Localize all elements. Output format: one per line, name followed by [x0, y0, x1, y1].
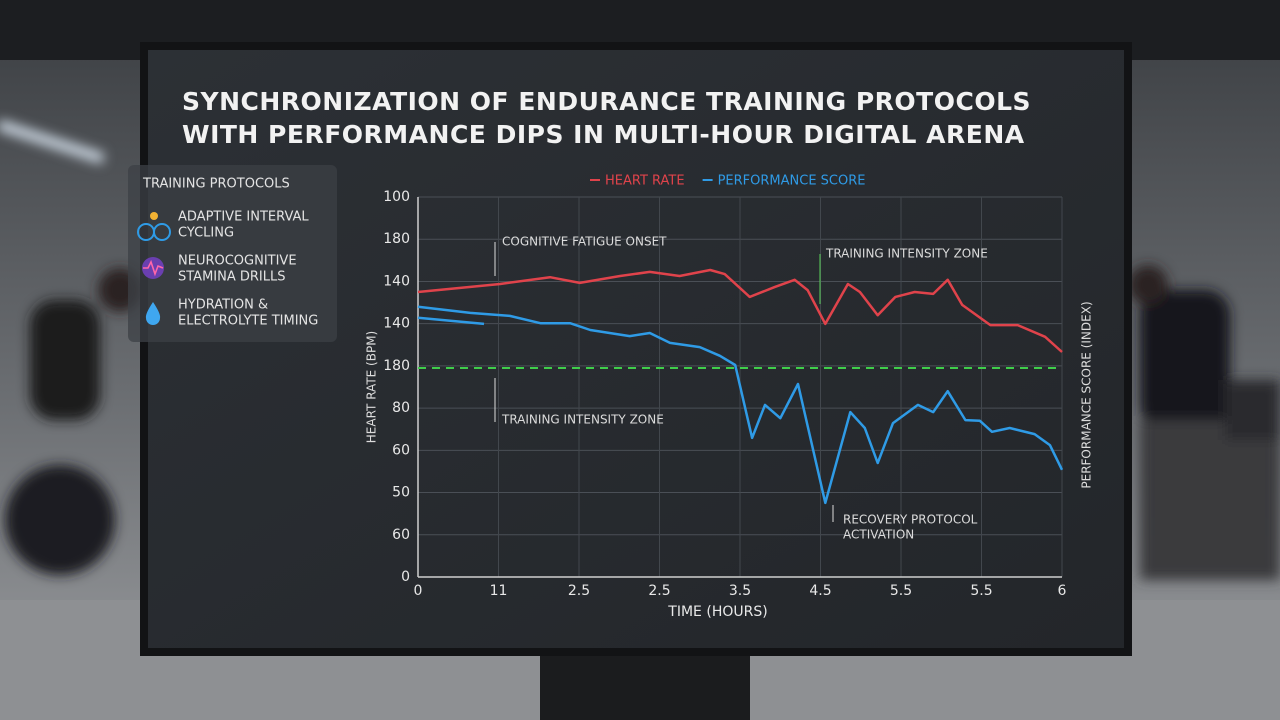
y-tick-label: 180 — [383, 358, 410, 374]
sidebar-title: TRAINING PROTOCOLS — [142, 177, 290, 192]
annotation: TRAINING INTENSITY ZONE — [501, 413, 664, 427]
y-tick-label: 50 — [392, 485, 410, 501]
gym-background — [0, 119, 1280, 580]
x-tick-label: 2.5 — [568, 583, 590, 599]
annotation: ACTIVATION — [843, 528, 914, 542]
x-tick-label: 5.5 — [890, 583, 912, 599]
x-tick-label: 4.5 — [809, 583, 831, 599]
data-line — [417, 268, 1063, 353]
x-axis-title: TIME (HOURS) — [667, 604, 767, 620]
annotation: TRAINING INTENSITY ZONE — [825, 247, 988, 261]
chart-title: SYNCHRONIZATION OF ENDURANCE TRAINING PR… — [182, 87, 1031, 116]
y-tick-label: 60 — [392, 442, 410, 458]
x-tick-label: 3.5 — [729, 583, 751, 599]
protocol-label: NEUROCOGNITIVE — [178, 254, 297, 269]
x-tick-label: 0 — [414, 583, 423, 599]
legend-label: HEART RATE — [605, 174, 685, 189]
x-tick-label: 6 — [1058, 583, 1067, 599]
y-tick-label: 60 — [392, 527, 410, 543]
y-axis-title: HEART RATE (BPM) — [365, 331, 379, 443]
data-line — [417, 316, 485, 326]
sidebar-panel — [128, 165, 337, 342]
y-tick-label: 0 — [401, 569, 410, 585]
chart-title: WITH PERFORMANCE DIPS IN MULTI-HOUR DIGI… — [182, 120, 1025, 149]
protocol-label: ELECTROLYTE TIMING — [178, 314, 318, 329]
protocol-label: CYCLING — [178, 226, 234, 241]
x-tick-label: 5.5 — [970, 583, 992, 599]
annotation: COGNITIVE FATIGUE ONSET — [502, 235, 667, 249]
annotation: RECOVERY PROTOCOL — [843, 513, 978, 527]
sidebar-icons — [137, 212, 171, 325]
y-tick-label: 80 — [392, 400, 410, 416]
x-tick-label: 11 — [490, 583, 508, 599]
y-tick-label: 100 — [383, 189, 410, 205]
protocol-label: ADAPTIVE INTERVAL — [178, 210, 309, 225]
protocol-label: HYDRATION & — [178, 298, 268, 313]
x-tick-label: 2.5 — [648, 583, 670, 599]
y-tick-label: 140 — [383, 273, 410, 289]
y-tick-label: 180 — [383, 231, 410, 247]
legend-label: PERFORMANCE SCORE — [718, 174, 866, 189]
y2-axis-title: PERFORMANCE SCORE (INDEX) — [1080, 301, 1094, 488]
data-line — [417, 305, 1064, 505]
y-tick-label: 140 — [383, 316, 410, 332]
monitor-stand — [540, 650, 750, 720]
monitor-screen — [148, 50, 1124, 648]
protocol-label: STAMINA DRILLS — [178, 270, 286, 285]
